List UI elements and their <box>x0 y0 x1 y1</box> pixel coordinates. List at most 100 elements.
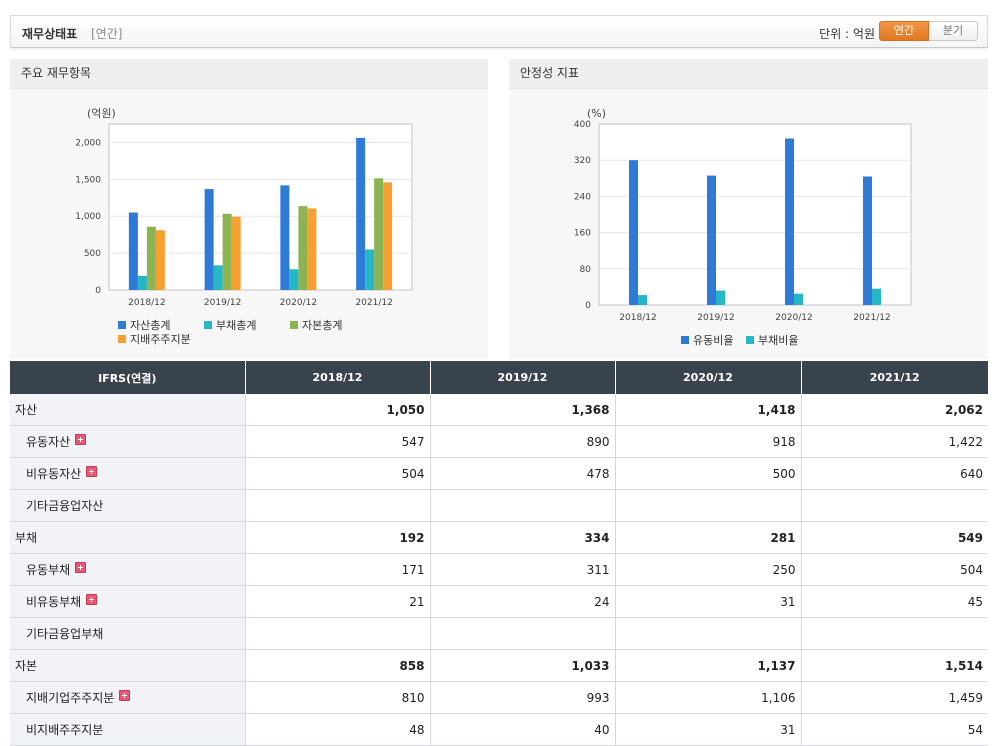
table-row: 비유동부채 21 24 31 45 <box>10 585 988 618</box>
row-label-text: 유동부채 <box>26 563 71 577</box>
cell-value: 504 <box>801 553 988 586</box>
bar-4 <box>155 230 165 290</box>
cell-value: 192 <box>245 521 431 554</box>
bar-4 <box>231 216 241 290</box>
cell-value: 311 <box>430 553 616 586</box>
quarterly-toggle-button[interactable]: 분기 <box>929 21 978 41</box>
table-row: 유동부채 171 311 250 504 <box>10 553 988 586</box>
bar-4 <box>383 182 393 290</box>
expand-plus-icon[interactable] <box>75 562 87 573</box>
header-ifrs: IFRS(연결) <box>10 361 246 394</box>
cell-value: 1,033 <box>430 649 616 682</box>
y-tick-label: 240 <box>574 192 591 202</box>
cell-value: 1,422 <box>801 425 988 458</box>
cell-value: 1,418 <box>615 394 802 426</box>
cell-value: 1,459 <box>801 681 988 714</box>
expand-plus-icon[interactable] <box>86 466 98 477</box>
row-label: 유동부채 <box>10 553 246 586</box>
table-row: 자산 1,050 1,368 1,418 2,062 <box>10 394 988 426</box>
expand-plus-icon[interactable] <box>86 594 98 605</box>
cell-value: 48 <box>245 713 431 746</box>
legend-item: 자산총계 <box>118 317 170 333</box>
cell-value: 334 <box>430 521 616 554</box>
row-label: 비지배주주지분 <box>10 713 246 746</box>
row-label-text: 자산 <box>15 403 38 417</box>
cell-value: 1,137 <box>615 649 802 682</box>
row-label: 자본 <box>10 649 246 682</box>
unit-label: (억원) <box>87 107 116 120</box>
expand-plus-icon[interactable] <box>119 690 131 701</box>
row-label-text: 비유동부채 <box>26 595 82 609</box>
cell-value: 1,368 <box>430 394 616 426</box>
bar-1 <box>629 160 638 305</box>
expand-plus-icon[interactable] <box>75 434 87 445</box>
y-tick-label: 1,000 <box>75 212 101 222</box>
x-tick-label: 2018/12 <box>128 298 165 308</box>
cell-value: 547 <box>245 425 431 458</box>
cell-value: 281 <box>615 521 802 554</box>
row-label: 기타금융업부채 <box>10 617 246 650</box>
y-tick-label: 80 <box>580 265 592 275</box>
bar-2 <box>872 288 881 305</box>
row-label: 비유동부채 <box>10 585 246 618</box>
row-label-text: 자본 <box>15 659 38 673</box>
cell-value: 478 <box>430 457 616 490</box>
header-period: 2020/12 <box>615 361 802 394</box>
legend-label: 지배주주지분 <box>130 333 191 346</box>
legend-item: 유동비율 <box>681 332 733 348</box>
annual-toggle-button[interactable]: 연간 <box>879 21 929 41</box>
bar-2 <box>213 265 223 290</box>
row-label-text: 비유동자산 <box>26 467 82 481</box>
cell-value: 21 <box>245 585 431 618</box>
x-tick-label: 2021/12 <box>853 313 890 323</box>
row-label: 부채 <box>10 521 246 554</box>
cell-value: 250 <box>615 553 802 586</box>
x-tick-label: 2021/12 <box>355 298 392 308</box>
legend-item: 부채비율 <box>746 332 798 348</box>
x-tick-label: 2020/12 <box>775 313 812 323</box>
y-tick-label: 320 <box>574 156 591 166</box>
plot-area <box>598 123 912 306</box>
table-row: 비유동자산 504 478 500 640 <box>10 457 988 490</box>
legend-label: 부채총계 <box>216 319 257 332</box>
bar-4 <box>307 208 317 290</box>
row-label: 지배기업주주지분 <box>10 681 246 714</box>
bar-1 <box>785 138 794 305</box>
stability-chart: (%) 0 80 160 240 320 400 2018/12 2019/12 2020/12 2… <box>574 107 912 323</box>
bar-2 <box>137 275 147 290</box>
cell-value: 918 <box>615 425 802 458</box>
row-label-text: 지배기업주주지분 <box>26 691 115 705</box>
legend-swatch <box>118 321 126 329</box>
statement-title: 재무상태표 <box>22 27 78 41</box>
period-subtitle: [연간] <box>91 27 123 41</box>
y-tick-label: 0 <box>95 286 101 296</box>
row-label-text: 기타금융업부채 <box>26 627 104 641</box>
cell-value <box>430 617 616 650</box>
legend-swatch <box>746 336 754 344</box>
row-label-text: 기타금융업자산 <box>26 499 104 513</box>
bar-1 <box>863 176 872 305</box>
cell-value <box>245 489 431 522</box>
row-label: 비유동자산 <box>10 457 246 490</box>
table-header-row: IFRS(연결) 2018/12 2019/12 2020/12 2021/12 <box>10 361 988 394</box>
table-row: 비지배주주지분 48 40 31 54 <box>10 713 988 746</box>
table-row: 자본 858 1,033 1,137 1,514 <box>10 649 988 682</box>
table-row: 기타금융업부채 <box>10 617 988 650</box>
row-label: 기타금융업자산 <box>10 489 246 522</box>
table-row: 유동자산 547 890 918 1,422 <box>10 425 988 458</box>
cell-value: 640 <box>801 457 988 490</box>
main-items-panel: 주요 재무항목 (억원) 0 500 1,000 1,500 2,000 2018/12 20… <box>10 59 488 359</box>
cell-value: 1,106 <box>615 681 802 714</box>
legend-swatch <box>118 335 126 343</box>
y-tick-label: 500 <box>84 249 101 259</box>
main-items-chart: (억원) 0 500 1,000 1,500 2,000 2018/12 2019/12 202… <box>75 107 413 308</box>
legend-swatch <box>681 336 689 344</box>
cell-value: 1,050 <box>245 394 431 426</box>
y-tick-label: 0 <box>585 301 591 311</box>
period-toggle: 연간 분기 <box>879 21 978 41</box>
y-tick-label: 400 <box>574 120 591 130</box>
cell-value: 504 <box>245 457 431 490</box>
bar-3 <box>146 226 156 290</box>
header-period: 2018/12 <box>245 361 431 394</box>
cell-value: 890 <box>430 425 616 458</box>
